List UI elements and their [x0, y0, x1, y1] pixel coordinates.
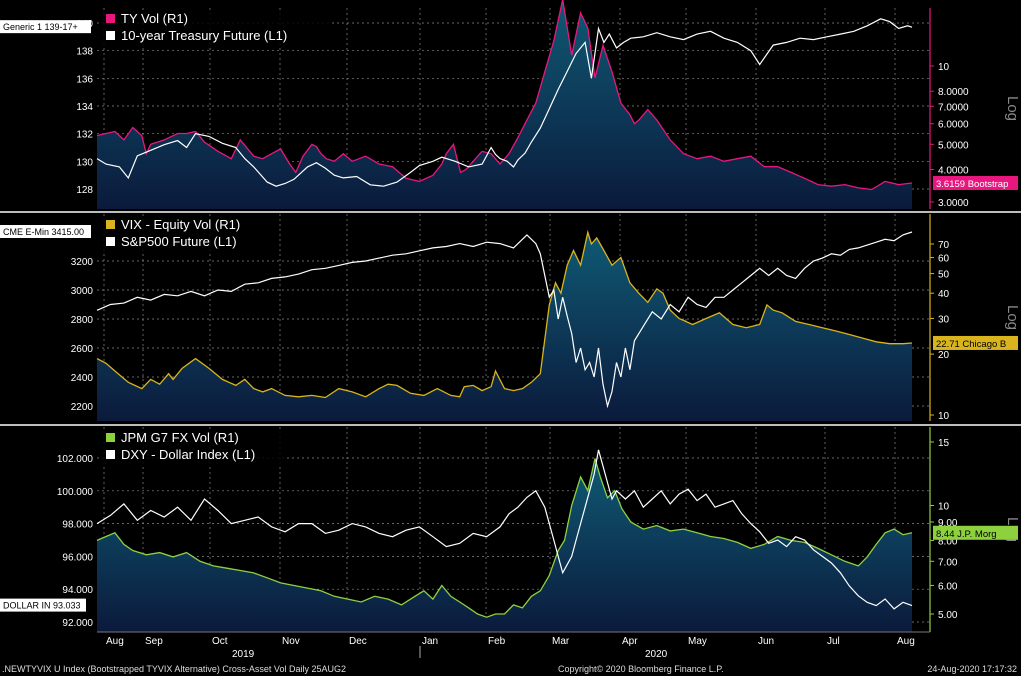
legend-entry: DXY - Dollar Index (L1) [121, 447, 255, 462]
right-tick-label: 50 [938, 270, 950, 281]
left-tick-label: 94.000 [62, 585, 93, 596]
left-tick-label: 96.000 [62, 552, 93, 563]
left-tick-label: 2600 [71, 344, 94, 355]
month-tick-label: Aug [897, 636, 915, 647]
left-tick-label: 98.000 [62, 520, 93, 531]
left-tick-label: 2400 [71, 373, 94, 384]
footer-copyright-text: Copyright© 2020 Bloomberg Finance L.P. [558, 664, 724, 674]
month-tick-label: Jan [422, 636, 438, 647]
right-last-value-label: 8.44 J.P. Morg [936, 529, 997, 540]
level-series-line [96, 449, 913, 610]
legend-swatch [106, 433, 115, 442]
left-tick-label: 102.000 [57, 454, 94, 465]
right-tick-label: 8.00 [938, 536, 958, 547]
legend-swatch [106, 237, 115, 246]
right-tick-label: 9.00 [938, 518, 958, 529]
right-tick-label: 10 [938, 62, 950, 73]
right-last-value-label: 22.71 Chicago B [936, 339, 1006, 350]
left-tick-label: 100.000 [57, 487, 94, 498]
left-tick-label: 2800 [71, 315, 94, 326]
right-tick-label: 8.0000 [938, 87, 969, 98]
legend-entry: 10-year Treasury Future (L1) [121, 28, 287, 43]
right-tick-label: 30 [938, 314, 950, 325]
left-tick-label: 138 [76, 47, 93, 58]
legend-entry: TY Vol (R1) [121, 11, 188, 26]
month-tick-label: Apr [622, 636, 638, 647]
month-tick-label: Sep [145, 636, 163, 647]
right-tick-label: 10 [938, 501, 950, 512]
left-last-value-label: Generic 1 139-17+ [3, 22, 78, 32]
legend-box [100, 429, 285, 467]
left-last-value-box [0, 225, 91, 238]
right-tick-label: 15 [938, 438, 950, 449]
right-tick-label: 60 [938, 254, 950, 265]
left-tick-label: 128 [76, 185, 93, 196]
legend-box [100, 216, 275, 254]
month-tick-label: Nov [282, 636, 300, 647]
month-tick-label: Jun [758, 636, 774, 647]
left-last-value-box [0, 20, 91, 34]
legend-entry: VIX - Equity Vol (R1) [121, 217, 240, 232]
chart-panel-middle: 2200 2400 2600 2800 3000 3200 10 20 30 40 50 60 70 Lo… [0, 211, 1021, 422]
legend-swatch [106, 220, 115, 229]
right-tick-label: 4.0000 [938, 166, 969, 177]
left-last-value-label: DOLLAR IN 93.033 [3, 601, 81, 611]
vol-series-line [96, 229, 913, 399]
legend-swatch [106, 14, 115, 23]
footer-left-text: .NEWTYVIX U Index (Bootstrapped TYVIX Al… [2, 664, 346, 674]
right-tick-label: 7.00 [938, 557, 958, 568]
right-tick-label: 5.0000 [938, 140, 969, 151]
right-tick-label: 7.0000 [938, 102, 969, 113]
chart-panel-top: 1281301321341361381403.00004.00005.00006… [0, 0, 1021, 209]
right-tick-label: 5.00 [938, 610, 958, 621]
right-tick-label: 10 [938, 411, 950, 422]
month-tick-label: Oct [212, 636, 228, 647]
legend-box [100, 10, 330, 48]
right-tick-label: 6.00 [938, 581, 958, 592]
left-tick-label: 134 [76, 102, 93, 113]
month-tick-label: Jul [827, 636, 840, 647]
log-scale-label: Log [1004, 305, 1021, 330]
log-scale-label: Log [1004, 96, 1021, 121]
month-tick-label: May [688, 636, 707, 647]
legend-swatch [106, 31, 115, 40]
right-last-value-box [933, 175, 1018, 190]
left-tick-label: 136 [76, 74, 93, 85]
vol-area-fill [97, 458, 912, 632]
left-last-value-box [0, 598, 86, 612]
month-tick-label: Dec [349, 636, 367, 647]
level-series-line [96, 18, 913, 187]
left-tick-label: 2200 [71, 402, 94, 413]
vol-area-fill [97, 232, 912, 421]
left-tick-label: 132 [76, 130, 93, 141]
right-last-value-box [933, 525, 1018, 540]
year-label: 2020 [645, 649, 668, 660]
level-series-line [96, 231, 913, 409]
left-tick-label: 3000 [71, 286, 94, 297]
legend-entry: S&P500 Future (L1) [121, 234, 237, 249]
right-tick-label: 3.0000 [938, 198, 969, 209]
right-tick-label: 6.0000 [938, 120, 969, 131]
footer-timestamp-text: 24-Aug-2020 17:17:32 [927, 664, 1017, 674]
month-tick-label: Feb [488, 636, 506, 647]
legend-entry: JPM G7 FX Vol (R1) [121, 430, 239, 445]
right-last-value-label: 3.6159 Bootstrap [936, 179, 1008, 190]
legend-swatch [106, 450, 115, 459]
right-last-value-box [933, 335, 1018, 350]
vol-series-line [96, 458, 913, 618]
month-tick-label: Aug [106, 636, 124, 647]
right-tick-label: 70 [938, 240, 950, 251]
left-tick-label: 92.000 [62, 618, 93, 629]
vol-series-line [96, 0, 913, 191]
left-tick-label: 130 [76, 157, 93, 168]
year-label: 2019 [232, 649, 255, 660]
month-tick-label: Mar [552, 636, 570, 647]
right-tick-label: 20 [938, 350, 950, 361]
left-last-value-label: CME E-Min 3415.00 [3, 227, 84, 237]
right-tick-label: 40 [938, 289, 950, 300]
left-tick-label: 3200 [71, 257, 94, 268]
chart-panel-bottom: 92.000 94.000 96.000 98.000 100.000 102.000 5.… [0, 424, 1021, 632]
